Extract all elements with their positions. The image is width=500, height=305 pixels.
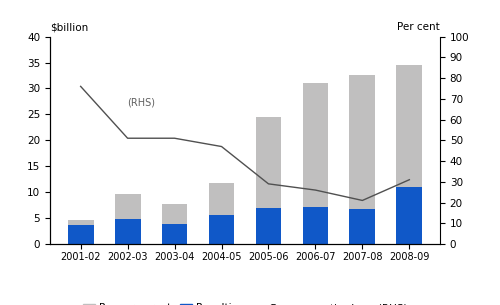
Text: (RHS): (RHS) — [128, 98, 156, 108]
Bar — [256, 117, 281, 208]
Bar — [68, 225, 94, 244]
Bar — [350, 209, 376, 244]
Text: $billion: $billion — [50, 23, 88, 32]
Bar — [162, 204, 188, 224]
Bar — [396, 188, 422, 244]
Bar — [208, 215, 234, 244]
Bar — [162, 224, 188, 244]
Bar — [350, 75, 376, 209]
Bar — [302, 207, 328, 244]
Bar — [208, 183, 234, 215]
Bar — [114, 194, 140, 219]
Bar — [256, 208, 281, 244]
Bar — [114, 219, 140, 244]
Bar — [68, 220, 94, 225]
Bar — [396, 65, 422, 188]
Bar — [302, 83, 328, 207]
Legend: Resource rent, Royalties, Government's share (RHS): Resource rent, Royalties, Government's s… — [78, 299, 411, 305]
Text: Per cent: Per cent — [397, 23, 440, 32]
